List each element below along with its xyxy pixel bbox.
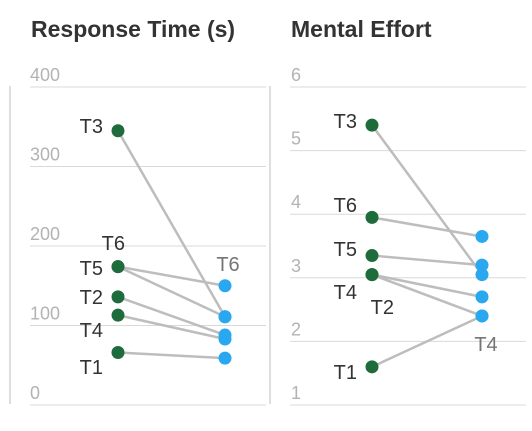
y-tick-label: 5 bbox=[291, 129, 301, 149]
label-right-t6: T6 bbox=[216, 254, 239, 276]
point-after-t6 bbox=[475, 229, 489, 243]
point-after-t2 bbox=[475, 290, 489, 304]
chart-title-mental-effort: Mental Effort bbox=[291, 16, 432, 42]
point-before-t3 bbox=[111, 124, 125, 138]
y-tick-label: 400 bbox=[30, 65, 60, 85]
label-left-t3: T3 bbox=[334, 111, 357, 133]
y-tick-label: 6 bbox=[291, 65, 301, 85]
y-tick-label: 0 bbox=[30, 383, 40, 403]
y-tick-label: 1 bbox=[291, 383, 301, 403]
label-left-t4: T4 bbox=[80, 320, 103, 342]
label-left-t4: T4 bbox=[334, 282, 357, 304]
label-left-t6: T6 bbox=[102, 233, 125, 255]
point-after-t6 bbox=[218, 279, 232, 293]
point-after-t3 bbox=[475, 268, 489, 282]
point-before-t5 bbox=[365, 249, 379, 263]
connector-t6 bbox=[117, 265, 226, 287]
label-right-t4: T4 bbox=[474, 334, 497, 356]
connector-t4 bbox=[371, 273, 483, 318]
label-left-t3: T3 bbox=[80, 116, 103, 138]
connector-t2 bbox=[371, 273, 483, 299]
connector-t5 bbox=[117, 265, 226, 318]
point-before-t3 bbox=[365, 118, 379, 132]
mental-effort-panel: 1 2 3 4 5 6 T3 T6 T5 T4 T2 T1 T4 bbox=[269, 65, 526, 406]
point-before-t1 bbox=[111, 346, 125, 360]
y-tick-label: 2 bbox=[291, 319, 301, 339]
label-left-t2: T2 bbox=[80, 287, 103, 309]
point-before-t2 bbox=[111, 290, 125, 304]
point-after-t4 bbox=[218, 332, 232, 346]
point-after-t5 bbox=[218, 310, 232, 324]
point-before-t1 bbox=[365, 360, 379, 374]
y-tick-label: 300 bbox=[30, 145, 60, 165]
connector-t1 bbox=[371, 314, 483, 368]
point-after-t4 bbox=[475, 309, 489, 323]
label-left-t5: T5 bbox=[334, 239, 357, 261]
response-time-panel: 0 100 200 300 400 T3 T6 T5 T2 T4 T1 T6 bbox=[9, 65, 266, 406]
label-left-t1: T1 bbox=[80, 357, 103, 379]
y-tick-label: 200 bbox=[30, 224, 60, 244]
y-tick-label: 3 bbox=[291, 256, 301, 276]
point-before-t6 bbox=[111, 260, 125, 274]
label-left-t2: T2 bbox=[371, 297, 394, 319]
connector-t2 bbox=[117, 295, 226, 337]
y-tick-label: 4 bbox=[291, 192, 301, 212]
point-after-t5 bbox=[475, 258, 489, 272]
point-before-t6 bbox=[365, 210, 379, 224]
point-before-t4 bbox=[111, 308, 125, 322]
label-left-t5: T5 bbox=[80, 258, 103, 280]
y-tick-label: 100 bbox=[30, 304, 60, 324]
label-left-t6: T6 bbox=[334, 195, 357, 217]
chart-title-response-time: Response Time (s) bbox=[31, 16, 235, 42]
connector-t4 bbox=[117, 313, 226, 341]
label-left-t1: T1 bbox=[334, 362, 357, 384]
connector-t1 bbox=[117, 351, 226, 360]
point-before-t4 bbox=[365, 268, 379, 282]
connector-t5 bbox=[371, 254, 483, 267]
connector-t3 bbox=[116, 130, 227, 318]
connector-t6 bbox=[371, 216, 483, 238]
point-after-t1 bbox=[218, 351, 232, 365]
connector-t3 bbox=[370, 124, 484, 276]
